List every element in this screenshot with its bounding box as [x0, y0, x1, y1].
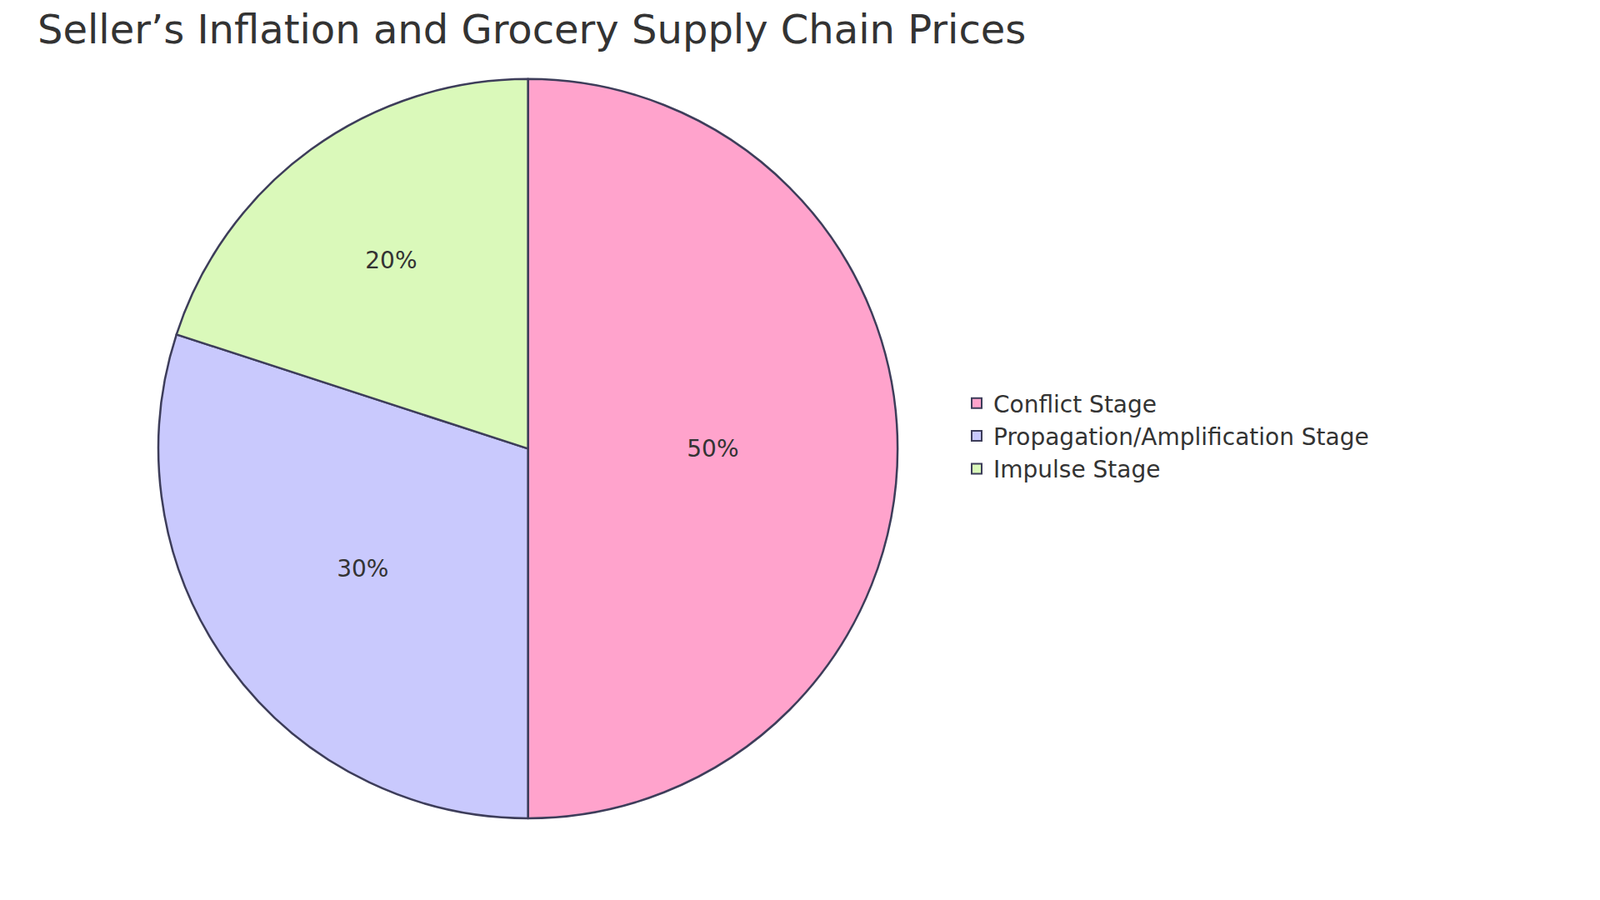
svg-text:30%: 30% — [336, 555, 389, 583]
svg-text:Propagation/Amplification Stag: Propagation/Amplification Stage — [993, 423, 1370, 451]
svg-text:50%: 50% — [686, 435, 739, 463]
svg-text:Impulse Stage: Impulse Stage — [993, 455, 1160, 484]
svg-text:Conflict Stage: Conflict Stage — [993, 390, 1157, 419]
svg-text:20%: 20% — [365, 246, 417, 275]
svg-text:Seller’s Inflation and Grocery: Seller’s Inflation and Grocery Supply Ch… — [37, 5, 1026, 53]
